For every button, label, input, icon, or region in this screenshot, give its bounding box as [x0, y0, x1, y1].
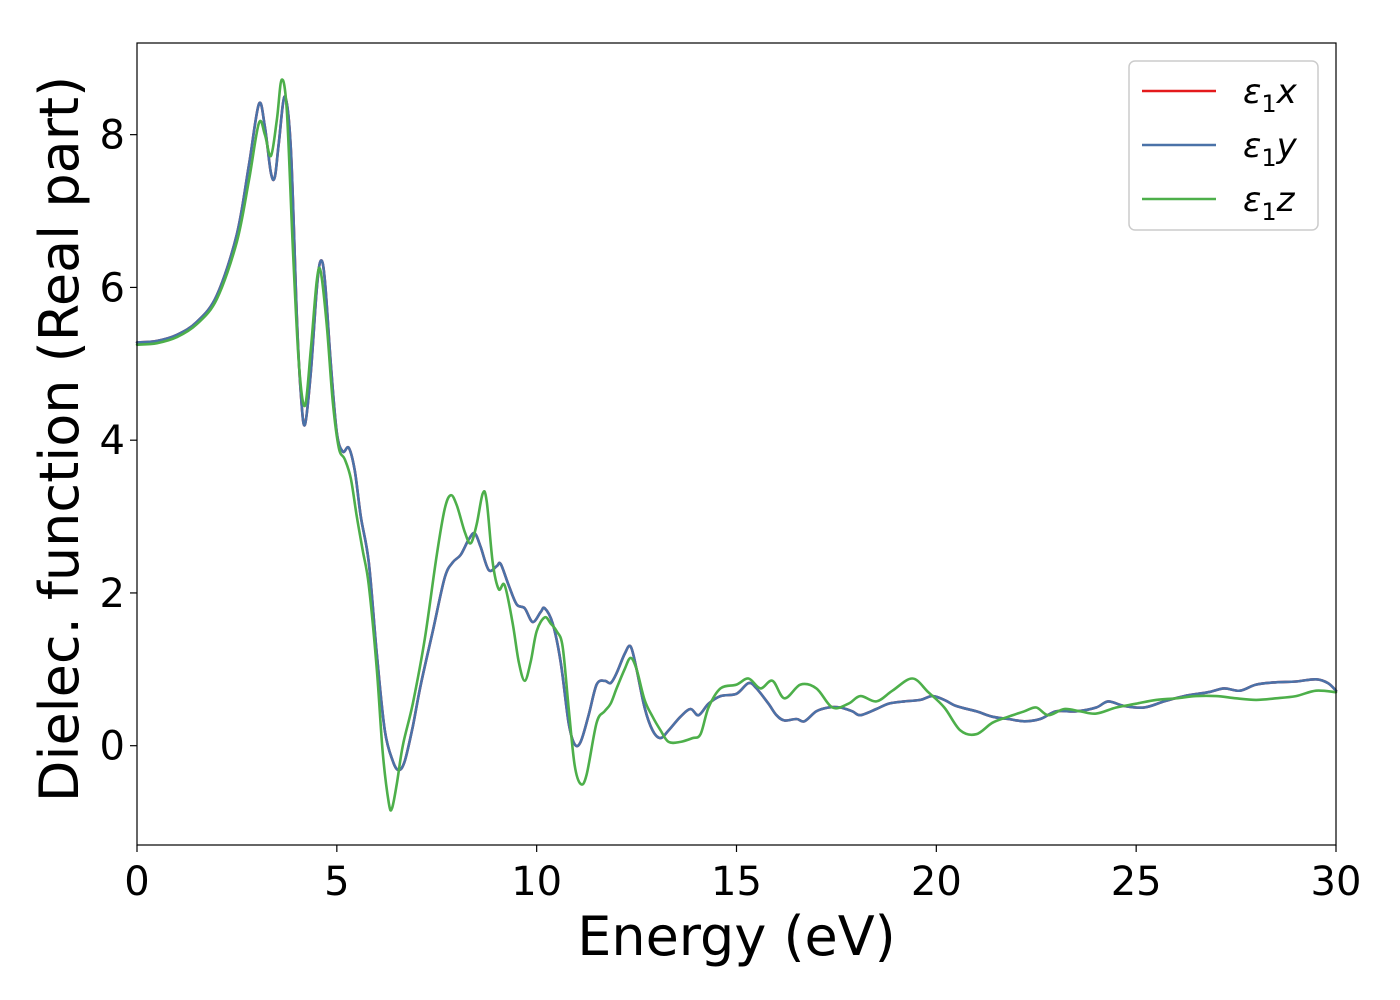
x-axis-title: Energy (eV) — [577, 905, 896, 968]
legend-entry-y: ε1y — [1142, 126, 1298, 172]
y-tick-label: 2 — [100, 571, 125, 617]
x-tick-label: 10 — [511, 859, 562, 905]
y-tick-label: 8 — [100, 113, 125, 159]
legend-box — [1128, 60, 1319, 231]
legend-subscript: 1 — [1261, 198, 1276, 226]
y-tick-label: 0 — [100, 724, 125, 770]
legend-entry-x: ε1x — [1142, 72, 1298, 118]
x-tick-label: 15 — [711, 859, 762, 905]
y-tick-label: 4 — [100, 418, 125, 464]
legend-symbol: ε — [1243, 180, 1261, 220]
x-tick-label: 25 — [1111, 859, 1162, 905]
legend-label: ε1y — [1243, 126, 1298, 172]
legend-component: z — [1276, 180, 1296, 220]
y-axis-title: Dielec. function (Real part) — [28, 76, 91, 802]
x-tick-label: 0 — [124, 859, 149, 905]
legend-subscript: 1 — [1261, 144, 1276, 172]
x-tick-label: 20 — [911, 859, 962, 905]
x-tick-label: 30 — [1311, 859, 1362, 905]
legend-label: ε1z — [1243, 180, 1296, 226]
legend-entry-z: ε1z — [1142, 180, 1296, 226]
series-layer — [135, 78, 1338, 812]
x-tick-label: 5 — [324, 859, 349, 905]
y-axis-ticks: 0 2 4 6 8 — [100, 113, 137, 770]
legend-label: ε1x — [1243, 72, 1298, 118]
y-tick-label: 6 — [100, 265, 125, 311]
legend-symbol: ε — [1243, 72, 1261, 112]
x-axis-ticks: 0 5 10 15 20 25 30 — [124, 845, 1361, 905]
series-line-z — [135, 78, 1338, 812]
legend-component: y — [1276, 126, 1298, 166]
legend-symbol: ε — [1243, 126, 1261, 166]
plot-frame — [136, 42, 1337, 846]
legend-subscript: 1 — [1261, 90, 1276, 118]
legend-component: x — [1276, 72, 1298, 112]
